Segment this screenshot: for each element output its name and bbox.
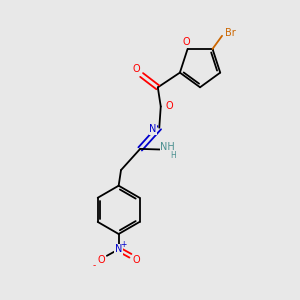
Text: O: O xyxy=(133,64,140,74)
Text: O: O xyxy=(133,255,140,265)
Text: N: N xyxy=(115,244,122,254)
Text: O: O xyxy=(182,38,190,47)
Text: H: H xyxy=(170,151,176,160)
Text: O: O xyxy=(97,255,105,265)
Text: O: O xyxy=(165,101,173,112)
Text: NH: NH xyxy=(160,142,175,152)
Text: +: + xyxy=(120,240,127,249)
Text: -: - xyxy=(93,262,96,271)
Text: N: N xyxy=(149,124,157,134)
Text: Br: Br xyxy=(225,28,236,38)
